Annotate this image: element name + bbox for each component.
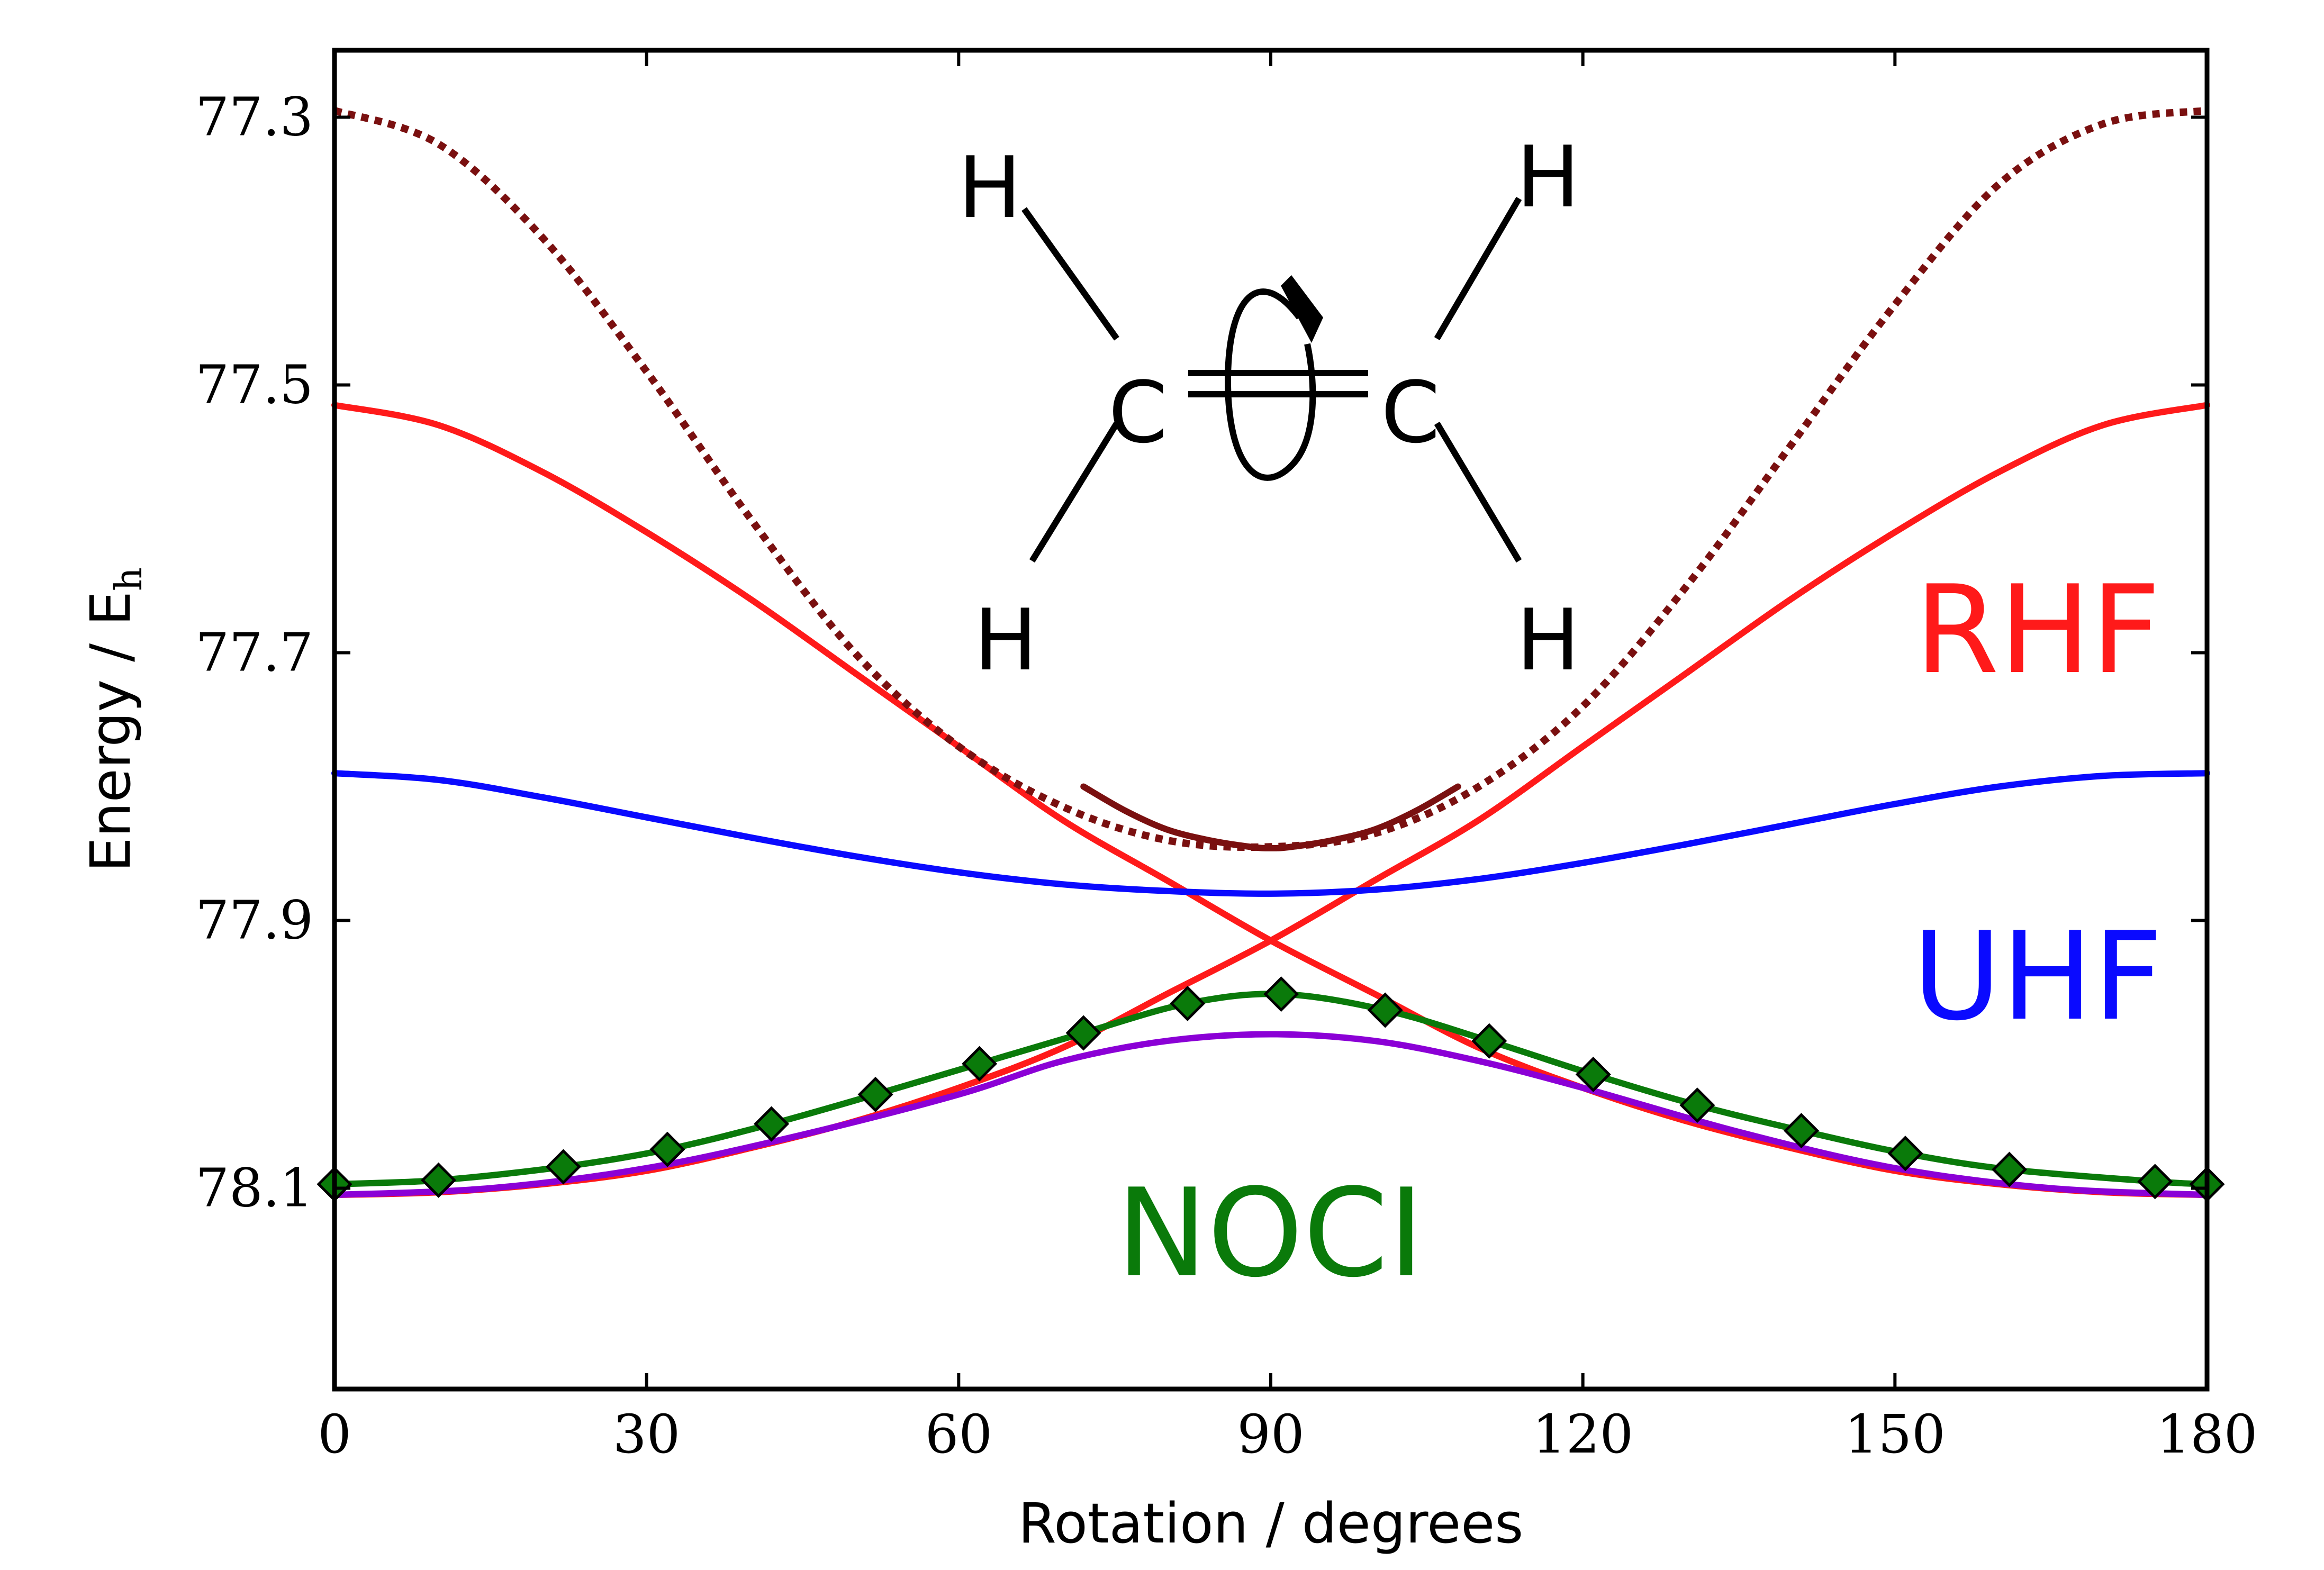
noci-marker (753, 1106, 790, 1142)
atom-label: H (974, 591, 1037, 689)
atom-label: H (1516, 591, 1580, 689)
x-tick-label: 0 (318, 1403, 351, 1465)
atom-label: C (1381, 363, 1440, 462)
noci-marker (649, 1131, 685, 1167)
x-tick-label: 30 (613, 1403, 680, 1465)
molecule-diagram: H H C C H H (958, 128, 1580, 689)
atom-label: C (1108, 363, 1168, 462)
plot-frame (332, 48, 2210, 1392)
x-tick-label: 120 (1532, 1403, 1633, 1465)
rotation-arrowhead (1281, 275, 1323, 343)
noci-marker (857, 1076, 893, 1112)
series-line-3 (1080, 783, 1461, 851)
x-tick-label: 60 (925, 1403, 992, 1465)
y-axis-label-subscript: h (107, 567, 150, 591)
noci-marker (962, 1046, 998, 1082)
y-axis-label-main: Energy / E (78, 591, 143, 872)
noci-marker (545, 1149, 581, 1185)
ch-bond (1434, 421, 1522, 563)
noci-marker (2137, 1164, 2173, 1200)
x-tick-label: 150 (1844, 1403, 1946, 1465)
atom-label: H (1516, 128, 1580, 226)
series-layer: RHF UHF NOCI (317, 106, 2225, 1304)
ch-bond (1021, 207, 1119, 341)
y-tick-label: 77.9 (195, 890, 313, 951)
ch-bond (1434, 196, 1522, 341)
noci-marker (1170, 985, 1206, 1021)
series-label-rhf: RHF (1914, 560, 2160, 701)
series-label-noci: NOCI (1116, 1163, 1424, 1304)
noci-marker (1263, 976, 1299, 1012)
noci-marker (1679, 1087, 1715, 1123)
noci-marker (1783, 1113, 1819, 1149)
noci-marker (421, 1162, 457, 1198)
x-tick-label: 180 (2157, 1403, 2258, 1465)
ticks-layer: 0 30 60 90 120 150 180 77.3 77.5 77.7 77.9 78.1 (195, 50, 2257, 1465)
noci-marker (1992, 1151, 2028, 1187)
y-tick-label: 77.5 (195, 354, 313, 416)
ch-bond (1029, 421, 1120, 563)
series-uhf: UHF (331, 770, 2210, 1048)
series-label-uhf: UHF (1912, 906, 2163, 1048)
series-curve-3 (1080, 783, 1461, 851)
x-tick-label: 90 (1237, 1403, 1304, 1465)
rotation-arrow (1224, 288, 1316, 481)
noci-marker (1471, 1023, 1507, 1059)
y-tick-label: 77.3 (195, 86, 313, 148)
series-line-4 (331, 770, 2210, 897)
y-tick-label: 78.1 (195, 1157, 313, 1219)
y-axis-label: Energy / Eh (78, 567, 150, 872)
x-axis-label: Rotation / degrees (1018, 1491, 1524, 1556)
noci-marker (1575, 1056, 1611, 1092)
noci-marker (1065, 1015, 1101, 1051)
atom-label: H (958, 138, 1021, 237)
y-tick-label: 77.7 (195, 622, 313, 684)
noci-marker (1887, 1136, 1923, 1172)
noci-marker (1367, 992, 1403, 1028)
